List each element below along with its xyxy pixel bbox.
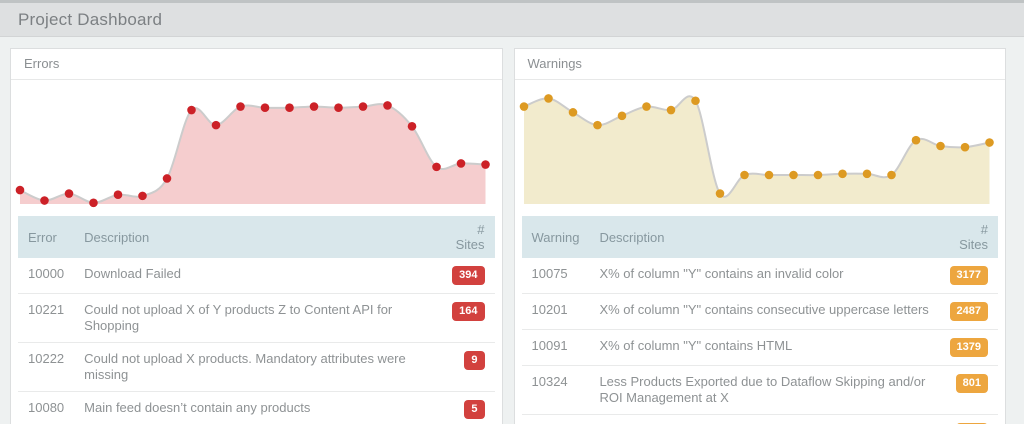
errors-table-header-row: Error Description # Sites	[18, 216, 495, 258]
window-top-strip	[0, 0, 1024, 3]
chart-data-point[interactable]	[543, 94, 553, 103]
warnings-panel-title: Warnings	[514, 49, 1005, 80]
row-code: 10201	[521, 293, 590, 330]
row-description: X% of column "Y" doesn’t seem to be uniq…	[589, 414, 940, 424]
chart-data-point[interactable]	[113, 190, 123, 200]
chart-data-point[interactable]	[617, 111, 626, 121]
row-description: Less Products Exported due to Dataflow S…	[589, 365, 940, 415]
chart-data-point[interactable]	[886, 170, 896, 180]
row-code: 10324	[521, 365, 590, 415]
chart-data-point[interactable]	[911, 135, 920, 145]
sites-badge: 9	[464, 351, 485, 370]
chart-data-point[interactable]	[236, 102, 245, 111]
column-header-sites[interactable]: # Sites	[939, 216, 998, 258]
table-row[interactable]: 10201 X% of column "Y" contains consecut…	[521, 293, 998, 330]
chart-data-point[interactable]	[862, 169, 871, 179]
chart-data-point[interactable]	[407, 121, 417, 131]
warnings-chart[interactable]	[515, 80, 1006, 210]
table-row[interactable]: 10222 Could not upload X products. Manda…	[18, 342, 495, 392]
warnings-panel: Warnings Warning Description # Sites 100…	[513, 48, 1006, 424]
column-header-description[interactable]: Description	[74, 216, 443, 258]
chart-data-point[interactable]	[813, 170, 822, 180]
sites-badge: 164	[452, 302, 485, 321]
chart-data-point[interactable]	[162, 174, 172, 183]
chart-data-point[interactable]	[984, 138, 994, 147]
column-header-sites[interactable]: # Sites	[442, 216, 495, 258]
chart-data-point[interactable]	[788, 170, 798, 180]
row-description: Main feed doesn’t contain any products	[74, 391, 443, 424]
errors-panel-title: Errors	[11, 49, 502, 80]
table-row[interactable]: 10221 Could not upload X of Y products Z…	[18, 293, 495, 343]
table-body: 10075 X% of column "Y" contains an inval…	[521, 258, 998, 424]
chart-data-point[interactable]	[89, 198, 98, 208]
table-body: 10000 Download Failed 394 10221 Could no…	[18, 258, 495, 424]
chart-data-point[interactable]	[592, 120, 602, 130]
chart-data-point[interactable]	[432, 162, 441, 172]
table-row[interactable]: 10086 X% of column "Y" doesn’t seem to b…	[521, 414, 998, 424]
errors-chart[interactable]	[11, 80, 502, 210]
chart-data-point[interactable]	[456, 159, 466, 168]
row-code: 10075	[521, 258, 590, 294]
chart-data-point[interactable]	[837, 169, 847, 179]
dashboard-content: Errors Error Description # Sites 10000 D…	[0, 37, 1024, 424]
row-description: X% of column "Y" contains HTML	[589, 329, 940, 366]
chart-data-point[interactable]	[334, 103, 343, 113]
warnings-chart-svg	[519, 94, 994, 204]
row-code: 10080	[18, 391, 75, 424]
chart-data-point[interactable]	[64, 189, 74, 198]
row-code: 10000	[18, 258, 75, 294]
page-title: Project Dashboard	[18, 9, 163, 29]
chart-data-point[interactable]	[285, 103, 294, 113]
chart-data-point[interactable]	[666, 105, 675, 115]
sites-badge: 2487	[949, 302, 988, 321]
chart-data-point[interactable]	[481, 160, 490, 169]
chart-data-point[interactable]	[383, 101, 392, 110]
chart-data-point[interactable]	[568, 108, 577, 117]
row-description: Could not upload X products. Mandatory a…	[74, 342, 443, 392]
chart-data-point[interactable]	[935, 141, 945, 151]
chart-data-point[interactable]	[138, 191, 147, 201]
page-header: Project Dashboard	[0, 3, 1024, 37]
row-description: Could not upload X of Y products Z to Co…	[74, 293, 443, 343]
chart-data-point[interactable]	[641, 102, 651, 111]
sites-badge: 394	[452, 266, 485, 285]
chart-data-point[interactable]	[960, 142, 969, 152]
column-header-description[interactable]: Description	[589, 216, 940, 258]
warnings-table: Warning Description # Sites 10075 X% of …	[521, 216, 998, 424]
row-code: 10221	[18, 293, 75, 343]
chart-data-point[interactable]	[690, 96, 700, 106]
chart-data-point[interactable]	[187, 105, 196, 115]
table-row[interactable]: 10324 Less Products Exported due to Data…	[521, 365, 998, 415]
chart-data-point[interactable]	[739, 170, 749, 180]
chart-data-point[interactable]	[764, 170, 773, 180]
row-code: 10086	[521, 414, 590, 424]
row-code: 10222	[18, 342, 75, 392]
row-code: 10091	[521, 329, 590, 366]
warnings-table-header-row: Warning Description # Sites	[521, 216, 998, 258]
table-row[interactable]: 10080 Main feed doesn’t contain any prod…	[18, 391, 495, 424]
row-description: X% of column "Y" contains an invalid col…	[589, 258, 940, 294]
row-description: X% of column "Y" contains consecutive up…	[589, 293, 940, 330]
chart-data-point[interactable]	[715, 189, 724, 198]
sites-badge: 5	[464, 400, 485, 419]
table-row[interactable]: 10075 X% of column "Y" contains an inval…	[521, 258, 998, 294]
chart-data-point[interactable]	[309, 102, 319, 111]
chart-data-point[interactable]	[260, 103, 270, 113]
column-header-warning[interactable]: Warning	[521, 216, 590, 258]
sites-badge: 3177	[949, 266, 988, 285]
table-row[interactable]: 10000 Download Failed 394	[18, 258, 495, 294]
chart-data-point[interactable]	[358, 102, 368, 111]
errors-table: Error Description # Sites 10000 Download…	[18, 216, 495, 424]
sites-badge: 1379	[949, 338, 988, 357]
chart-data-point[interactable]	[15, 185, 25, 195]
row-description: Download Failed	[74, 258, 443, 294]
errors-chart-svg	[15, 101, 490, 208]
chart-data-point[interactable]	[519, 102, 528, 111]
errors-panel: Errors Error Description # Sites 10000 D…	[10, 48, 503, 424]
column-header-error[interactable]: Error	[18, 216, 75, 258]
chart-data-point[interactable]	[211, 120, 221, 130]
chart-data-point[interactable]	[40, 196, 49, 205]
table-row[interactable]: 10091 X% of column "Y" contains HTML 137…	[521, 329, 998, 366]
sites-badge: 801	[955, 374, 988, 393]
